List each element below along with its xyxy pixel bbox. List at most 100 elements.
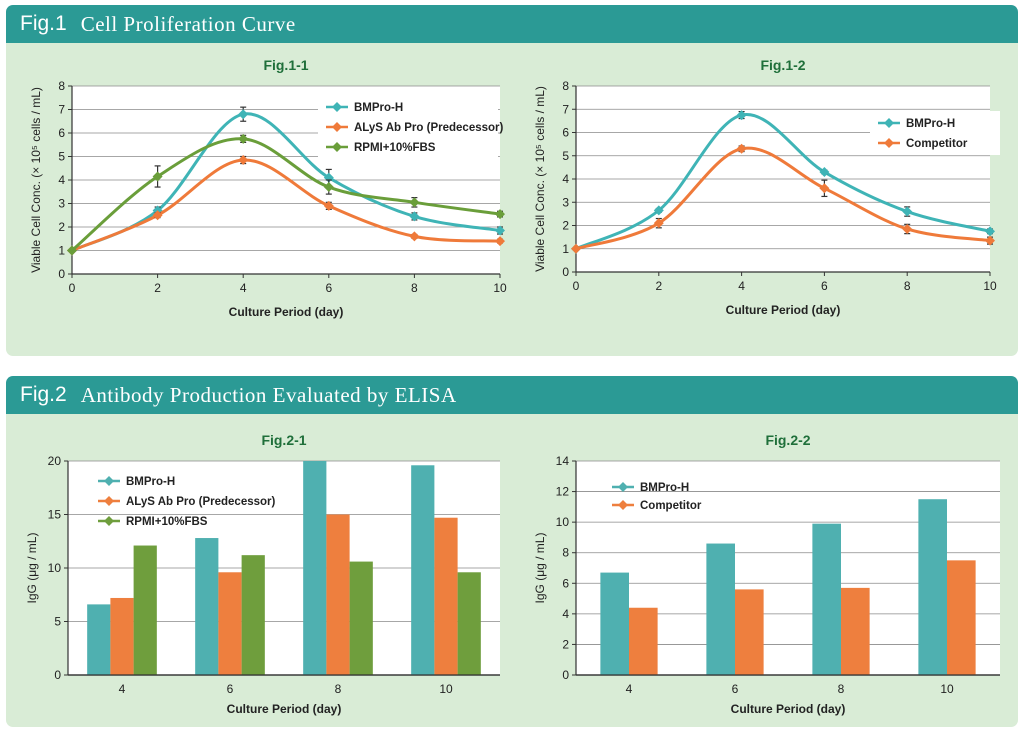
data-point bbox=[571, 243, 581, 254]
data-point bbox=[736, 110, 747, 121]
data-point bbox=[902, 223, 913, 234]
x-tick-label: 10 bbox=[983, 279, 997, 293]
bar bbox=[303, 461, 327, 675]
data-point bbox=[495, 236, 505, 247]
legend-marker bbox=[332, 142, 342, 152]
bar bbox=[947, 560, 976, 675]
y-tick-label: 20 bbox=[48, 454, 62, 468]
x-tick-label: 10 bbox=[940, 682, 954, 696]
y-tick-label: 15 bbox=[48, 508, 62, 522]
data-point bbox=[495, 209, 505, 220]
legend-label: BMPro-H bbox=[354, 102, 403, 114]
data-point bbox=[736, 143, 747, 154]
x-tick-label: 8 bbox=[904, 279, 911, 293]
y-tick-label: 5 bbox=[562, 149, 569, 163]
fig2-title: Antibody Production Evaluated by ELISA bbox=[80, 382, 457, 407]
x-axis-label: Culture Period (day) bbox=[229, 305, 344, 319]
x-tick-label: 4 bbox=[626, 682, 633, 696]
chart-title: Fig.1-1 bbox=[263, 57, 308, 73]
x-tick-label: 6 bbox=[325, 281, 332, 295]
bar bbox=[218, 572, 242, 675]
fig2-number: Fig.2 bbox=[20, 383, 67, 406]
x-tick-label: 8 bbox=[411, 281, 418, 295]
x-tick-label: 4 bbox=[119, 682, 126, 696]
y-tick-label: 1 bbox=[562, 242, 569, 256]
data-point bbox=[495, 225, 505, 236]
data-point bbox=[653, 218, 664, 229]
y-tick-label: 6 bbox=[562, 126, 569, 140]
y-tick-label: 3 bbox=[562, 195, 569, 209]
y-tick-label: 10 bbox=[48, 561, 62, 575]
data-point bbox=[152, 171, 163, 182]
y-tick-label: 14 bbox=[556, 454, 570, 468]
y-tick-label: 0 bbox=[562, 668, 569, 682]
chart-title: Fig.2-1 bbox=[261, 432, 306, 448]
bar bbox=[841, 587, 870, 675]
bar bbox=[812, 523, 841, 675]
chart-fig2-2: 0 2 4 6 8 10 12 14 Fig.2-2 Culture Period (day) Ig… bbox=[533, 432, 1000, 716]
legend-marker bbox=[618, 500, 628, 510]
legend-marker bbox=[884, 138, 894, 148]
legend-marker bbox=[332, 102, 342, 112]
bar bbox=[133, 545, 157, 675]
y-axis-label: IgG (μg / mL) bbox=[25, 533, 39, 604]
legend-marker bbox=[104, 516, 114, 526]
fig1-header: Fig.1 Cell Proliferation Curve bbox=[6, 5, 1018, 43]
y-tick-label: 4 bbox=[58, 173, 65, 187]
y-tick-label: 0 bbox=[562, 265, 569, 279]
x-tick-label: 4 bbox=[738, 279, 745, 293]
y-tick-label: 4 bbox=[562, 607, 569, 621]
x-tick-label: 2 bbox=[655, 279, 662, 293]
x-tick-label: 10 bbox=[439, 682, 453, 696]
y-tick-label: 2 bbox=[562, 219, 569, 233]
y-tick-label: 8 bbox=[58, 79, 65, 93]
y-tick-label: 10 bbox=[556, 515, 570, 529]
x-tick-label: 2 bbox=[154, 281, 161, 295]
x-tick-label: 8 bbox=[335, 682, 342, 696]
y-tick-label: 2 bbox=[562, 637, 569, 651]
x-axis-label: Culture Period (day) bbox=[731, 702, 846, 716]
bar bbox=[195, 538, 219, 675]
y-tick-label: 6 bbox=[58, 126, 65, 140]
y-tick-label: 7 bbox=[58, 103, 65, 117]
fig2-header: Fig.2 Antibody Production Evaluated by E… bbox=[6, 376, 1018, 414]
data-point bbox=[985, 226, 995, 237]
legend-marker bbox=[104, 496, 114, 506]
data-point bbox=[238, 133, 249, 144]
y-axis-label: Viable Cell Conc. (× 10⁵ cells / mL) bbox=[29, 87, 43, 273]
legend-label: Competitor bbox=[640, 500, 702, 512]
y-axis-label: Viable Cell Conc. (× 10⁵ cells / mL) bbox=[533, 86, 547, 272]
legend-label: ALyS Ab Pro (Predecessor) bbox=[354, 122, 504, 134]
legend-marker bbox=[332, 122, 342, 132]
legend-label: RPMI+10%FBS bbox=[126, 516, 208, 528]
legend-marker bbox=[104, 476, 114, 486]
x-tick-label: 0 bbox=[573, 279, 580, 293]
y-tick-label: 3 bbox=[58, 197, 65, 211]
data-point bbox=[409, 197, 420, 208]
data-point bbox=[152, 210, 163, 221]
y-axis-label: IgG (μg / mL) bbox=[533, 533, 547, 604]
bar bbox=[411, 465, 435, 675]
legend-label: Competitor bbox=[906, 138, 968, 150]
x-tick-label: 6 bbox=[821, 279, 828, 293]
legend-label: BMPro-H bbox=[906, 118, 955, 130]
y-tick-label: 0 bbox=[54, 668, 61, 682]
data-point bbox=[409, 211, 420, 222]
x-tick-label: 6 bbox=[732, 682, 739, 696]
x-tick-label: 8 bbox=[838, 682, 845, 696]
bar bbox=[735, 589, 764, 675]
x-axis-label: Culture Period (day) bbox=[726, 303, 841, 317]
chart-title: Fig.1-2 bbox=[760, 57, 805, 73]
series-line bbox=[575, 146, 991, 251]
bar bbox=[918, 499, 947, 675]
legend-marker bbox=[618, 482, 628, 492]
y-tick-label: 7 bbox=[562, 102, 569, 116]
data-point bbox=[902, 206, 913, 217]
legend-label: BMPro-H bbox=[126, 476, 175, 488]
fig1-number: Fig.1 bbox=[20, 12, 67, 35]
y-tick-label: 12 bbox=[556, 485, 570, 499]
y-tick-label: 8 bbox=[562, 546, 569, 560]
chart-fig2-1: 0 5 10 15 20 Fig.2-1 Culture Period (day) IgG (… bbox=[25, 432, 500, 716]
data-point bbox=[238, 155, 249, 166]
bar bbox=[349, 561, 373, 675]
